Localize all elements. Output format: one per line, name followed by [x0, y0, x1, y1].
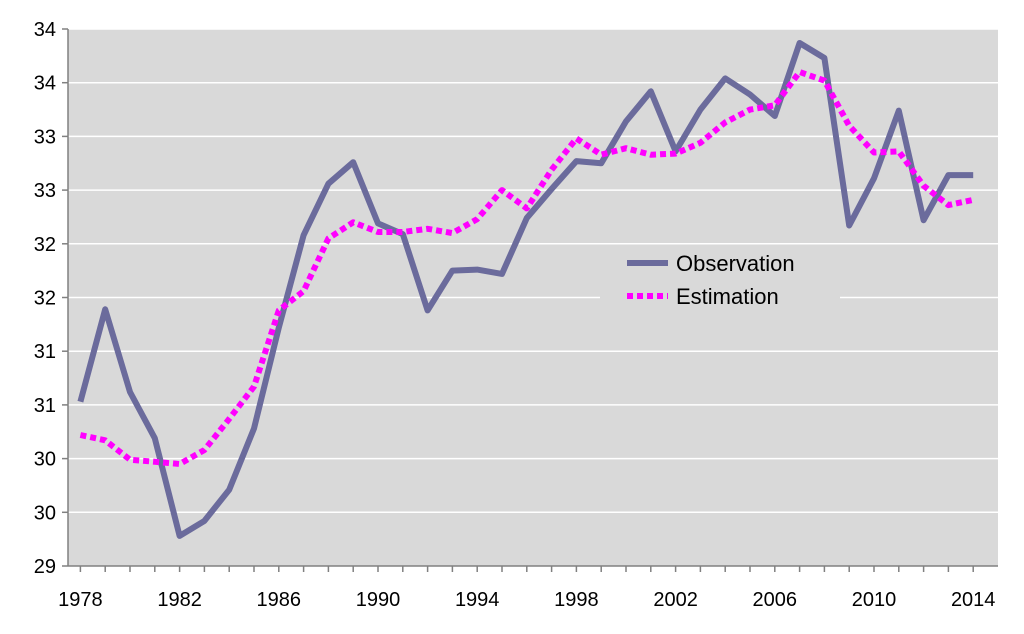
x-tick-label: 1994 [455, 589, 500, 611]
y-tick-label: 32 [34, 234, 56, 256]
x-tick-label: 1978 [58, 589, 103, 611]
legend-background [600, 245, 840, 315]
y-tick-label: 34 [34, 19, 56, 41]
x-tick-label: 1982 [157, 589, 202, 611]
x-tick-label: 2014 [951, 589, 996, 611]
y-axis-ticks: 29 30 30 31 31 32 32 33 33 34 34 [34, 19, 68, 578]
y-tick-label: 30 [34, 502, 56, 524]
legend-label-observation: Observation [676, 251, 795, 276]
y-tick-label: 30 [34, 449, 56, 471]
series-layer [77, 40, 974, 539]
y-tick-label: 33 [34, 180, 56, 202]
y-tick-label: 31 [34, 341, 56, 363]
series-line-estimation [79, 69, 974, 467]
y-tick-label: 31 [34, 395, 56, 417]
series-line-observation [77, 40, 974, 539]
x-tick-label: 1998 [554, 589, 599, 611]
y-tick-label: 29 [34, 556, 56, 578]
y-tick-label: 32 [34, 288, 56, 310]
legend: Observation Estimation [600, 245, 840, 315]
x-tick-label: 2002 [653, 589, 698, 611]
x-axis-ticks: 1978 1982 1986 1990 1994 1998 2002 2006 2010 2014 [58, 566, 995, 611]
legend-label-estimation: Estimation [676, 284, 779, 309]
x-tick-label: 1986 [257, 589, 302, 611]
x-tick-label: 2006 [753, 589, 798, 611]
x-tick-label: 1990 [356, 589, 401, 611]
x-tick-label: 2010 [852, 589, 897, 611]
y-tick-label: 34 [34, 73, 56, 95]
y-tick-label: 33 [34, 126, 56, 148]
